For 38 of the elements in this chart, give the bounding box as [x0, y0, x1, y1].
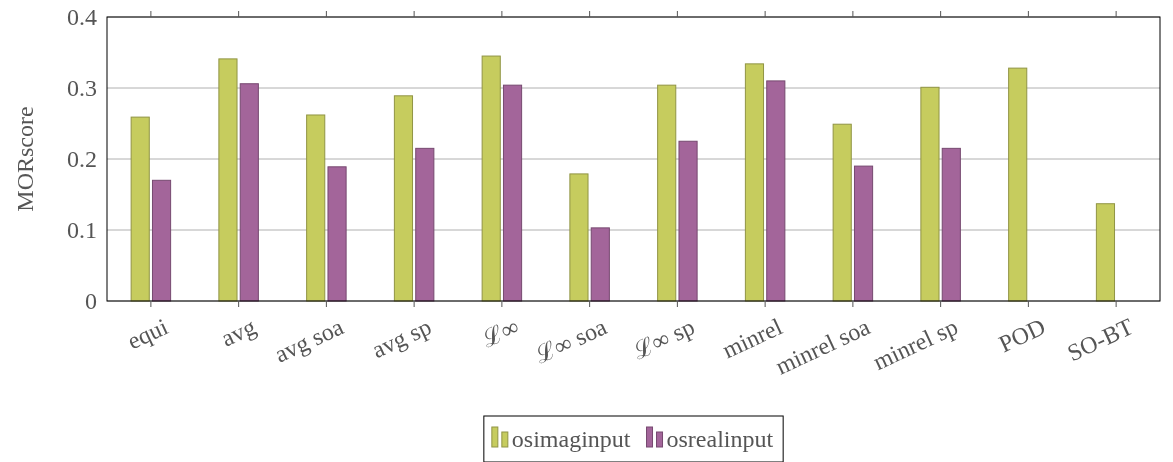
bar: [481, 55, 501, 302]
x-tick-label: avg sp: [367, 313, 436, 364]
bar: [1008, 67, 1028, 302]
bar: [766, 80, 786, 302]
y-tick-label: 0.1: [67, 217, 97, 244]
bar: [569, 173, 589, 302]
legend-label: osimaginput: [511, 426, 631, 452]
x-tick-label: ℒ∞ soa: [531, 313, 611, 369]
x-tick-label: equi: [123, 313, 173, 355]
bar: [306, 114, 326, 302]
x-tick-label: ℒ∞ sp: [628, 313, 699, 365]
bar: [920, 86, 940, 302]
y-tick-label: 0: [85, 288, 97, 315]
y-tick-label: 0.3: [67, 75, 97, 102]
bar: [393, 95, 414, 302]
bar: [853, 165, 874, 302]
bar: [1095, 203, 1116, 302]
bar: [832, 123, 852, 302]
x-tick-label: avg soa: [270, 313, 348, 368]
x-tick-label: avg: [217, 313, 260, 352]
y-tick-label: 0.4: [67, 4, 97, 31]
bar: [657, 84, 677, 302]
bar: [502, 84, 523, 302]
bar: [678, 140, 698, 302]
x-tick-label: ℒ∞: [478, 313, 523, 353]
bar: [327, 166, 347, 302]
bar: [590, 227, 610, 302]
bar: [130, 116, 150, 302]
bar: [744, 63, 765, 302]
bar: [941, 147, 961, 302]
y-axis-title: MORscore: [12, 106, 38, 212]
legend-label: osrealinput: [666, 426, 774, 452]
x-tick-label: POD: [994, 313, 1050, 358]
bar: [151, 179, 172, 302]
bar: [239, 83, 259, 302]
bar: [218, 58, 238, 302]
y-tick-label: 0.2: [67, 146, 97, 173]
bar: [415, 147, 435, 302]
